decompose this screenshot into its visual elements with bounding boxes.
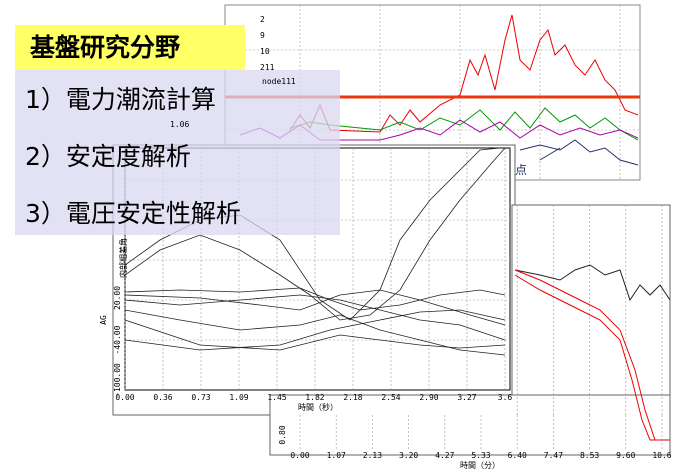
legend-label: 2: [260, 15, 265, 24]
y-tick-label: 20.00: [113, 286, 122, 310]
right-chart: [269, 204, 671, 456]
x-tick-label: 7.47: [544, 451, 563, 460]
y-tick-label: 0.80: [278, 425, 287, 444]
x-tick-label: 0.36: [153, 393, 172, 402]
title: 基盤研究分野: [30, 33, 180, 62]
x-tick-label: 10.6: [652, 451, 671, 460]
item: 1）電力潮流計算: [25, 85, 216, 114]
axis-label: 1.06: [170, 120, 189, 129]
x-tick-label: 8.53: [580, 451, 599, 460]
x-tick-label: 1.09: [229, 393, 248, 402]
legend-label: node111: [262, 77, 296, 86]
x-tick-label: 3.20: [399, 451, 418, 460]
x-tick-label: 1.07: [327, 451, 346, 460]
x-tick-label: 2.13: [363, 451, 382, 460]
x-tick-label: 5.33: [471, 451, 490, 460]
x-tick-label: 0.00: [115, 393, 134, 402]
x-tick-label: 2.18: [343, 393, 362, 402]
item: 2）安定度解析: [25, 142, 191, 171]
y-unit: AG: [99, 315, 108, 325]
x-tick-label: 4.27: [435, 451, 454, 460]
x-tick-label: 0.00: [290, 451, 309, 460]
x-tick-label: 1.82: [305, 393, 324, 402]
item-panel: [15, 70, 340, 235]
x-tick-label: 3.27: [457, 393, 476, 402]
x-tick-label: 2.90: [419, 393, 438, 402]
x-axis-title: 時間（分）: [460, 461, 500, 470]
legend-label: 9: [260, 31, 265, 40]
legend-label: 211: [260, 63, 275, 72]
item: 3）電圧安定性解析: [25, 199, 241, 228]
x-tick-label: 6.40: [508, 451, 527, 460]
x-tick-label: 2.54: [381, 393, 400, 402]
legend-label: 10: [260, 47, 270, 56]
title-box: [15, 25, 245, 70]
y-tick-label: -40.00: [113, 325, 122, 354]
x-tick-label: 3.6: [498, 393, 513, 402]
annotation: 点: [515, 163, 527, 177]
y-axis-title: 内部相差角: [118, 238, 128, 278]
x-tick-label: 9.60: [616, 451, 635, 460]
x-tick-label: 0.73: [191, 393, 210, 402]
x-axis-title: 時間（秒）: [298, 402, 338, 412]
x-tick-label: 1.45: [267, 393, 286, 402]
y-tick-label: -100.00: [113, 363, 122, 397]
